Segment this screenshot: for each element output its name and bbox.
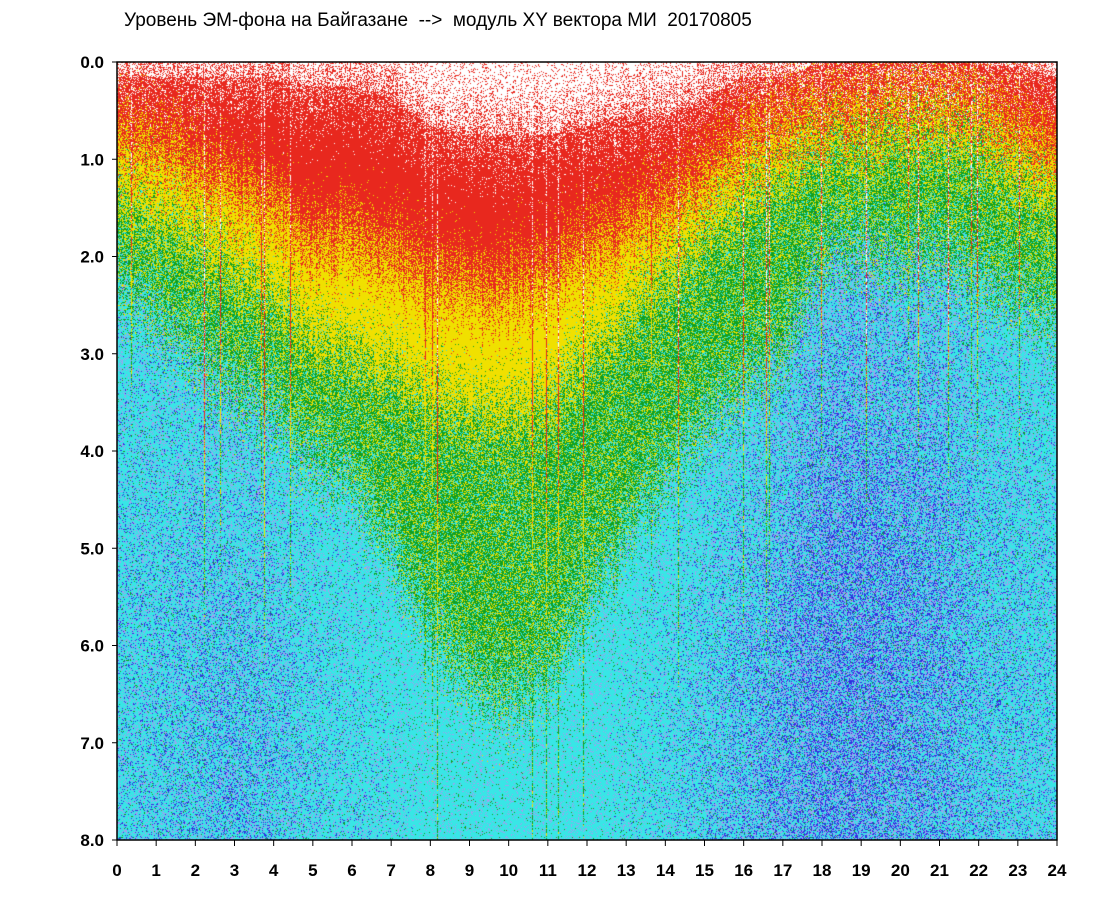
x-tick-label: 6	[347, 861, 356, 880]
y-tick-label: 8.0	[80, 831, 104, 850]
x-tick-label: 22	[969, 861, 988, 880]
y-tick-label: 5.0	[80, 539, 104, 558]
y-axis: 0.0 1.0 2.0 3.0 4.0 5.0 6.0 7.0 8.0	[80, 53, 117, 850]
y-tick-label: 2.0	[80, 248, 104, 267]
x-tick-label: 24	[1048, 861, 1067, 880]
x-tick-label: 11	[539, 861, 557, 880]
x-tick-label: 5	[308, 861, 317, 880]
x-tick-label: 1	[151, 861, 160, 880]
x-tick-label: 14	[656, 861, 675, 880]
x-tick-label: 23	[1008, 861, 1027, 880]
y-tick-label: 7.0	[80, 734, 104, 753]
x-axis: 0 1 2 3 4 5 6 7 8 9 10 11 12 13 14 15 16 17 18 19 20 21 22 23 24	[112, 840, 1067, 880]
x-tick-label: 3	[230, 861, 239, 880]
x-tick-label: 19	[852, 861, 871, 880]
x-tick-label: 17	[773, 861, 792, 880]
y-tick-label: 3.0	[80, 345, 104, 364]
x-tick-label: 13	[617, 861, 636, 880]
y-tick-label: 0.0	[80, 53, 104, 72]
y-tick-label: 1.0	[80, 150, 104, 169]
x-tick-label: 12	[578, 861, 597, 880]
x-tick-label: 2	[191, 861, 200, 880]
x-tick-label: 9	[465, 861, 474, 880]
x-tick-label: 10	[499, 861, 518, 880]
x-tick-label: 20	[891, 861, 910, 880]
y-tick-label: 4.0	[80, 442, 104, 461]
x-tick-label: 4	[269, 861, 279, 880]
x-tick-label: 21	[930, 861, 949, 880]
x-tick-label: 18	[813, 861, 832, 880]
x-tick-label: 7	[386, 861, 395, 880]
heatmap-image-group	[117, 62, 1057, 840]
chart-title: Уровень ЭМ-фона на Байгазане --> модуль …	[124, 10, 752, 31]
x-tick-label: 16	[734, 861, 753, 880]
y-tick-label: 6.0	[80, 637, 104, 656]
x-tick-label: 8	[426, 861, 435, 880]
x-tick-label: 0	[112, 861, 121, 880]
heatmap-cells	[117, 62, 1057, 840]
x-tick-label: 15	[695, 861, 714, 880]
